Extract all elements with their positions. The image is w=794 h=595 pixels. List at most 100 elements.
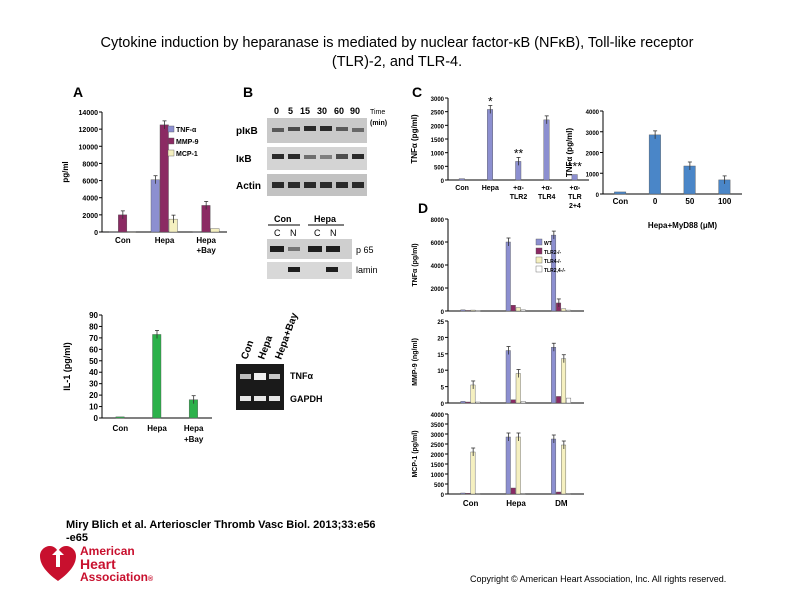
- bar: [159, 124, 169, 233]
- category-label: TLR: [568, 194, 582, 201]
- bar: [465, 310, 471, 312]
- y-tick-label: 1000: [586, 172, 600, 178]
- legend-label: MCP-1: [176, 151, 198, 158]
- time-90: 90: [350, 106, 360, 116]
- y-tick-label: 50: [89, 357, 98, 366]
- bar: [475, 493, 481, 495]
- copyright: Copyright © American Heart Association, …: [470, 574, 727, 584]
- legend-swatch: [535, 247, 543, 255]
- y-tick-label: 2000: [586, 152, 600, 158]
- bar: [614, 191, 627, 195]
- bar: [150, 179, 160, 233]
- category-label: Con: [463, 499, 479, 508]
- chart-d-1: 0 2000 4000 6000 8000 TNFα (pg/ml) WT TLR2-/- TL…: [412, 218, 584, 316]
- row-pikb: pIκB: [236, 126, 258, 137]
- bar: [470, 309, 476, 312]
- legend-swatch: [535, 238, 543, 246]
- chart-a-top: 0 2000 4000 6000 8000 10000 12000 14000 pg/ml Con…: [61, 110, 227, 255]
- chart-c-right: 0 1000 2000 3000 4000 TNFα (pg/ml) Con 0 50 100 He…: [565, 110, 742, 230]
- y-tick-label: 3500: [431, 423, 445, 429]
- legend-swatch: [167, 125, 175, 133]
- x-axis-label: Hepa+MyD88 (μM): [648, 221, 717, 230]
- y-tick-label: 0: [596, 193, 600, 199]
- panel-letter-d: D: [418, 200, 429, 216]
- lane-c1: C: [274, 228, 281, 238]
- bar: [683, 165, 696, 195]
- y-tick-label: 20: [437, 336, 444, 342]
- bar: [515, 307, 521, 312]
- legend-label: MMP-9: [176, 139, 199, 146]
- y-tick-label: 15: [437, 353, 444, 359]
- bar: [505, 436, 511, 495]
- gel-row-tnf: TNFα: [290, 371, 313, 381]
- bar: [648, 134, 661, 195]
- bar: [458, 178, 465, 181]
- y-tick-label: 3000: [586, 131, 600, 137]
- y-axis-label: pg/ml: [61, 161, 70, 182]
- category-label: 100: [718, 197, 732, 206]
- bar: [561, 358, 567, 404]
- category-label: +α-: [541, 185, 552, 192]
- y-tick-label: 2000: [431, 453, 445, 459]
- bar: [460, 401, 466, 404]
- blot-actin: [267, 174, 367, 196]
- row-actin: Actin: [236, 181, 261, 192]
- y-tick-label: 1500: [431, 463, 445, 469]
- y-axis-label: TNFα (pg/ml): [410, 114, 419, 164]
- y-axis-label: IL-1 (pg/ml): [62, 342, 72, 391]
- time-30: 30: [317, 106, 327, 116]
- category-label: TLR4: [538, 194, 556, 201]
- time-15: 15: [300, 106, 310, 116]
- bar: [561, 308, 567, 312]
- bar: [556, 396, 562, 404]
- category-label: Hepa: [482, 185, 499, 192]
- y-tick-label: 0: [441, 310, 445, 316]
- title-line-1: Cytokine induction by heparanase is medi…: [100, 35, 694, 51]
- y-tick-label: 1500: [431, 138, 445, 144]
- y-tick-label: 0: [94, 230, 98, 237]
- blot-ikb: [267, 147, 367, 170]
- y-tick-label: 500: [434, 165, 445, 171]
- category-label: DM: [555, 499, 568, 508]
- legend-swatch: [535, 256, 543, 264]
- category-label: Con: [115, 236, 131, 245]
- y-tick-label: 4000: [586, 110, 600, 116]
- legend-label: TNF-α: [176, 127, 197, 134]
- bar: [505, 350, 511, 404]
- legend-label: TLR2-/-: [544, 250, 562, 256]
- y-tick-label: 10: [89, 403, 98, 412]
- y-axis-label: TNFα (pg/ml): [412, 243, 419, 286]
- panel-letter-a: A: [73, 84, 84, 100]
- aha-logo-icon: [40, 546, 76, 581]
- y-tick-label: 0: [441, 402, 445, 408]
- significance-marker: ***: [568, 160, 582, 174]
- y-tick-label: 2000: [431, 124, 445, 130]
- y-tick-label: 2000: [431, 287, 445, 293]
- lane-c2: C: [314, 228, 321, 238]
- bar: [460, 492, 466, 495]
- logo-line-3: Association®: [80, 570, 154, 584]
- row-ikb: IκB: [236, 154, 252, 165]
- y-tick-label: 6000: [82, 179, 98, 186]
- legend-swatch: [167, 137, 175, 145]
- bar: [460, 309, 466, 312]
- gel-lane-hepa-bay: Hepa+Bay: [273, 311, 300, 361]
- y-tick-label: 500: [434, 483, 445, 489]
- legend-label: WT: [544, 241, 552, 247]
- bar: [510, 305, 516, 312]
- y-tick-label: 2500: [431, 443, 445, 449]
- y-axis-label: MMP-9 (ng/ml): [412, 338, 419, 386]
- gel-rtpcr: Con Hepa Hepa+Bay TNFα GAPDH: [236, 311, 323, 410]
- bar: [127, 231, 137, 233]
- category-label: Hepa: [147, 424, 167, 433]
- blot-lamin: [267, 262, 352, 279]
- legend-label: TLR4-/-: [544, 259, 562, 265]
- bar: [566, 397, 572, 404]
- bar: [465, 492, 471, 495]
- y-tick-label: 6000: [431, 241, 445, 247]
- category-label: Hepa: [196, 236, 216, 245]
- category-label: Hepa: [506, 499, 526, 508]
- citation: Miry Blich et al. Arterioscler Thromb Va…: [66, 519, 396, 545]
- bar: [556, 491, 562, 495]
- y-axis-label: MCP-1 (pg/ml): [412, 430, 419, 477]
